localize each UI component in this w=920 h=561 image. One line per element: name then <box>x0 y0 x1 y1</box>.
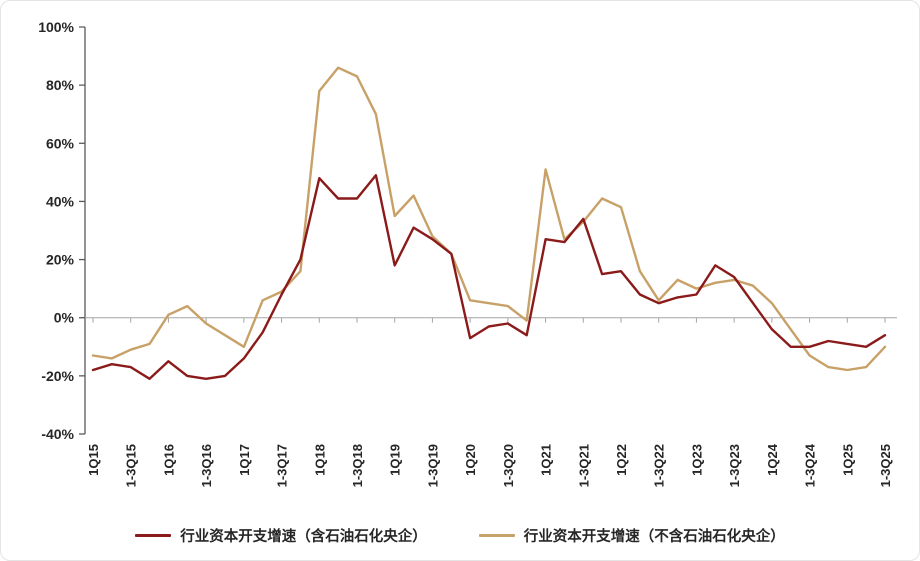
y-axis-label: -40% <box>41 426 74 442</box>
chart-canvas: 100% 80% 60% 40% 20% 0% -20% -40% 1Q15 1-3Q15 1Q16… <box>38 19 897 487</box>
x-axis-label: 1-3Q18 <box>350 444 365 487</box>
x-axis-label: 1-3Q20 <box>501 444 516 487</box>
x-axis-label: 1Q22 <box>614 444 629 476</box>
legend-item-incl-petro: 行业资本开支增速（含石油石化央企） <box>135 525 427 546</box>
x-axis-label: 1-3Q17 <box>275 444 290 487</box>
legend-label-excl-petro: 行业资本开支增速（不含石油石化央企） <box>523 529 785 545</box>
legend-swatch-excl-petro <box>478 534 515 537</box>
x-axis-label: 1-3Q22 <box>652 444 667 487</box>
x-axis-label: 1Q18 <box>312 444 327 476</box>
y-axis-label: 100% <box>38 19 74 35</box>
y-axis-label: 40% <box>46 193 75 209</box>
y-axis-label: -20% <box>41 368 74 384</box>
series-line-1 <box>91 66 887 372</box>
x-axis-label: 1-3Q19 <box>425 444 440 487</box>
x-axis-label: 1Q17 <box>237 444 252 476</box>
y-axis-label: 0% <box>54 310 75 326</box>
x-axis-label: 1Q15 <box>86 444 101 476</box>
x-axis-label: 1-3Q16 <box>199 444 214 487</box>
x-axis-label: 1-3Q23 <box>727 444 742 487</box>
x-axis-label: 1Q24 <box>765 443 780 476</box>
series-line-0 <box>91 174 887 380</box>
x-axis-label: 1-3Q24 <box>803 443 818 487</box>
x-axis-label: 1-3Q15 <box>124 444 139 487</box>
x-axis-label: 1Q25 <box>840 444 855 476</box>
x-axis-label: 1Q19 <box>388 444 403 476</box>
x-axis-label: 1Q23 <box>689 444 704 476</box>
legend-swatch-incl-petro <box>135 534 172 537</box>
chart-legend: 行业资本开支增速（含石油石化央企） 行业资本开支增速（不含石油石化央企） <box>1 525 919 546</box>
legend-label-incl-petro: 行业资本开支增速（含石油石化央企） <box>180 529 427 545</box>
x-axis-label: 1Q21 <box>539 444 554 476</box>
x-axis-label: 1-3Q21 <box>576 444 591 487</box>
y-axis-label: 60% <box>46 135 75 151</box>
x-axis-label: 1Q16 <box>161 444 176 476</box>
x-axis-label: 1-3Q25 <box>878 444 893 487</box>
legend-item-excl-petro: 行业资本开支增速（不含石油石化央企） <box>478 525 785 546</box>
x-axis-label: 1Q20 <box>463 444 478 476</box>
y-axis-label: 80% <box>46 77 75 93</box>
y-axis-label: 20% <box>46 252 75 268</box>
